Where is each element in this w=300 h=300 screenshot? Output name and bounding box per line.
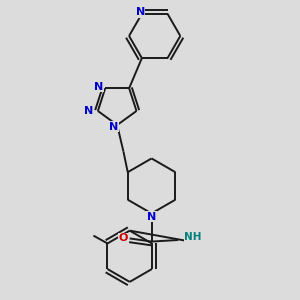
Text: N: N	[136, 7, 145, 17]
Text: O: O	[118, 233, 128, 243]
Text: N: N	[147, 212, 156, 222]
Text: N: N	[94, 82, 103, 92]
Text: N: N	[110, 122, 119, 132]
Text: N: N	[85, 106, 94, 116]
Text: NH: NH	[184, 232, 202, 242]
